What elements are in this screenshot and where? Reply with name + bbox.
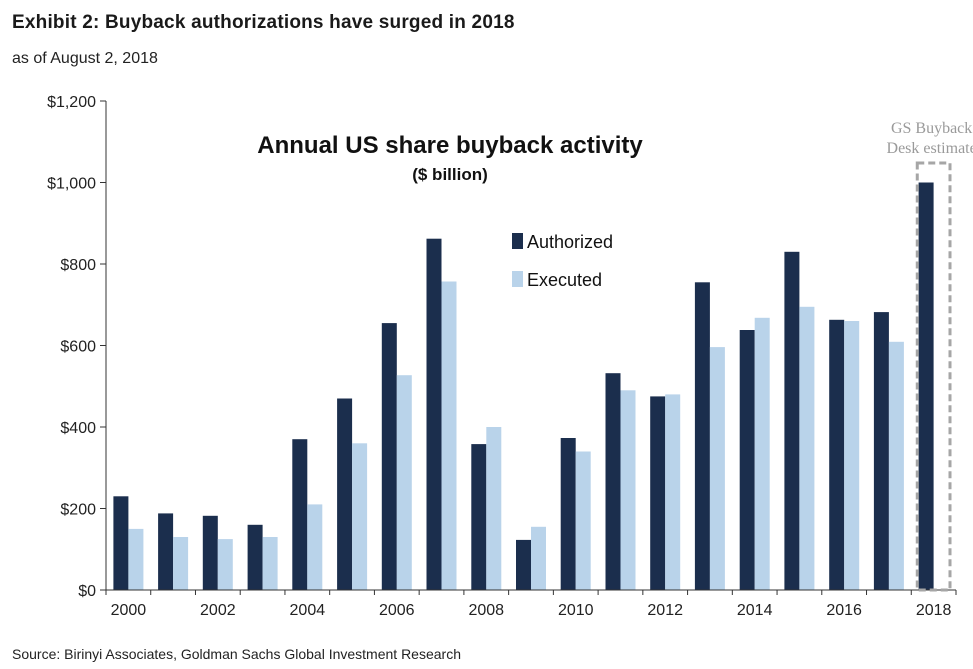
bar-authorized-2014 [739, 330, 755, 590]
bar-authorized-2005 [337, 398, 353, 590]
bar-executed-2005 [352, 443, 368, 590]
bar-authorized-2003 [247, 524, 263, 590]
legend-swatch-authorized [512, 233, 523, 249]
chart-title: Annual US share buyback activity [257, 132, 643, 159]
x-tick-label: 2014 [737, 602, 773, 619]
x-tick-label: 2012 [647, 602, 683, 619]
bar-authorized-2002 [202, 515, 218, 590]
estimate-dashed-box [915, 161, 952, 592]
legend: Authorized Executed [512, 232, 613, 290]
bar-executed-2000 [128, 528, 144, 590]
exhibit-subtitle: as of August 2, 2018 [12, 50, 158, 67]
bar-executed-2016 [844, 321, 860, 590]
axes [105, 101, 956, 591]
y-tick-label: $400 [60, 420, 96, 437]
bar-executed-2015 [799, 306, 815, 590]
x-tick-label: 2016 [826, 602, 862, 619]
bar-executed-2006 [396, 375, 412, 590]
bar-authorized-2013 [694, 282, 710, 590]
bar-authorized-2011 [605, 373, 621, 590]
bar-executed-2008 [486, 427, 502, 590]
bar-authorized-2004 [292, 439, 308, 590]
x-axis-ticks: 2000 2002 2004 2006 2008 2010 2012 2014 2016 2018 [105, 590, 957, 619]
x-tick-label: 2000 [111, 602, 147, 619]
estimate-annotation-line: GS Buyback [891, 120, 972, 137]
estimate-annotation-line: Desk estimate [887, 140, 973, 157]
bar-authorized-2009 [516, 539, 531, 590]
bar-executed-2007 [441, 281, 457, 590]
x-tick-label: 2010 [558, 602, 594, 619]
y-tick-label: $600 [60, 339, 96, 356]
y-tick-label: $1,200 [47, 94, 96, 111]
bar-authorized-2017 [873, 312, 889, 590]
bar-executed-2002 [217, 539, 233, 590]
bar-chart: $0$200$400$600$800$1,000$1,200 2000 2002 2… [47, 94, 973, 619]
chart-subtitle: ($ billion) [412, 165, 488, 184]
legend-label-authorized: Authorized [527, 232, 613, 252]
bar-authorized-2015 [784, 251, 800, 591]
x-tick-label: 2008 [468, 602, 504, 619]
x-tick-label: 2004 [290, 602, 326, 619]
bar-executed-2001 [173, 537, 189, 590]
bar-executed-2011 [620, 390, 636, 590]
estimate-annotation: GS Buyback Desk estimate [887, 120, 973, 592]
y-tick-label: $800 [60, 257, 96, 274]
bar-authorized-2010 [560, 438, 576, 590]
bar-executed-2003 [262, 537, 278, 590]
bar-executed-2010 [575, 451, 591, 590]
x-tick-label: 2002 [200, 602, 236, 619]
bar-executed-2012 [665, 394, 681, 590]
bar-executed-2017 [888, 341, 904, 590]
bar-authorized-2012 [650, 396, 666, 590]
y-tick-label: $200 [60, 502, 96, 519]
legend-swatch-executed [512, 271, 523, 287]
bar-authorized-2016 [829, 319, 845, 590]
bar-authorized-2007 [426, 238, 442, 590]
bar-authorized-2018 [918, 182, 934, 590]
y-tick-label: $1,000 [47, 176, 96, 193]
bar-authorized-2000 [113, 496, 129, 590]
bars [113, 182, 934, 591]
x-tick-label: 2018 [916, 602, 952, 619]
y-tick-label: $0 [78, 583, 96, 600]
bar-executed-2014 [754, 317, 770, 590]
bar-authorized-2001 [158, 513, 174, 590]
legend-label-executed: Executed [527, 270, 602, 290]
bar-authorized-2006 [381, 323, 397, 590]
exhibit-title: Exhibit 2: Buyback authorizations have s… [12, 12, 515, 33]
bar-executed-2004 [307, 504, 323, 590]
x-tick-label: 2006 [379, 602, 415, 619]
y-axis-ticks: $0 $200 $400 $600 $800 $1,000 $1,200 [47, 94, 106, 600]
bar-authorized-2008 [471, 444, 487, 590]
source-note: Source: Birinyi Associates, Goldman Sach… [12, 646, 461, 662]
bar-executed-2013 [709, 347, 725, 590]
bar-executed-2009 [531, 526, 546, 590]
